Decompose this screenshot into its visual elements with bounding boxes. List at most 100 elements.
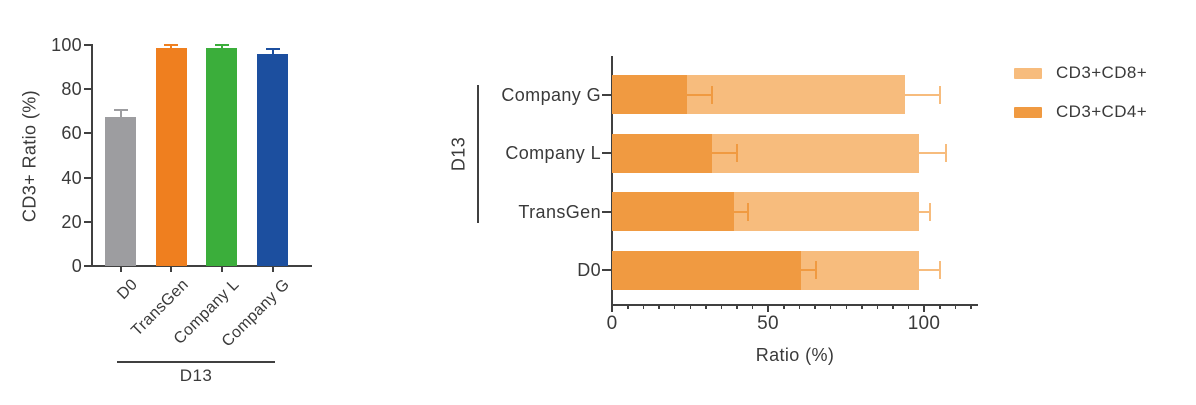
right-y-axis-line — [611, 56, 613, 306]
right-x-axis-title: Ratio (%) — [755, 345, 835, 365]
right-x-major-tick — [767, 304, 769, 312]
right-x-minor-tick — [689, 304, 691, 309]
segment-cd3cd8-d0 — [800, 250, 920, 290]
left-x-tick — [220, 266, 223, 272]
left-x-tick — [170, 266, 172, 272]
segment-cd3cd4-company-g — [612, 75, 687, 114]
error-cap-cd3cd4-d0 — [815, 261, 818, 279]
segment-cd3cd8-transgen — [733, 192, 920, 231]
error-stem-total-d0 — [919, 269, 940, 271]
right-x-minor-tick — [798, 304, 801, 309]
right-x-minor-tick — [814, 304, 816, 309]
right-x-minor-tick — [954, 304, 957, 309]
error-stem-company-g — [271, 49, 274, 54]
left-y-tick — [84, 88, 91, 91]
error-stem-cd3cd4-transgen — [733, 210, 748, 213]
error-cap-cd3cd4-company-g — [710, 85, 713, 104]
error-stem-transgen — [170, 45, 172, 49]
error-stem-cd3cd4-company-l — [711, 152, 737, 154]
left-y-axis-line — [91, 44, 93, 267]
right-x-minor-tick — [907, 304, 910, 309]
right-x-minor-tick — [720, 304, 723, 309]
right-x-minor-tick — [939, 304, 941, 309]
left-x-axis-line — [91, 265, 312, 267]
bar-company-g — [257, 53, 288, 266]
legend-label-cd3cd4: CD3+CD4+ — [1056, 102, 1148, 121]
error-cap-d0 — [113, 109, 128, 112]
left-y-tick — [84, 265, 91, 267]
left-y-tick — [84, 176, 91, 179]
right-x-tick-label: 50 — [757, 313, 779, 334]
error-stem-cd3cd4-company-g — [686, 93, 712, 96]
right-x-minor-tick — [627, 304, 629, 309]
right-category-tick — [602, 152, 611, 154]
error-cap-company-l — [214, 44, 229, 46]
right-x-minor-tick — [892, 304, 894, 309]
right-x-minor-tick — [829, 304, 832, 309]
right-category-label-d0: D0 — [577, 260, 601, 280]
right-group-label: D13 — [448, 136, 469, 172]
error-cap-company-g — [265, 48, 280, 51]
legend-swatch-cd3cd8 — [1014, 67, 1042, 79]
right-x-minor-tick — [658, 304, 660, 309]
segment-cd3cd4-company-l — [612, 133, 712, 173]
right-x-minor-tick — [736, 304, 738, 309]
right-category-label-company-g: Company G — [501, 84, 601, 105]
left-group-bracket-line — [117, 361, 275, 363]
right-x-tick-label: 0 — [606, 313, 618, 334]
left-x-tick — [119, 266, 122, 272]
right-x-minor-tick — [751, 304, 754, 309]
left-y-tick-label: 80 — [61, 79, 82, 100]
legend-item-cd3cd4: CD3+CD4+ — [1014, 101, 1147, 123]
right-category-tick — [602, 210, 611, 213]
segment-cd3cd8-company-l — [711, 133, 920, 173]
left-x-tick — [271, 266, 274, 272]
error-stem-total-transgen — [919, 210, 931, 213]
right-x-minor-tick — [876, 304, 879, 309]
left-y-tick-label: 60 — [61, 123, 82, 144]
error-cap-total-company-l — [944, 144, 947, 162]
right-x-minor-tick — [642, 304, 645, 309]
left-y-tick-label: 40 — [61, 167, 82, 188]
right-category-label-transgen: TransGen — [518, 201, 601, 222]
right-x-major-tick — [611, 304, 613, 312]
left-y-axis-title: CD3+ Ratio (%) — [19, 89, 40, 223]
segment-cd3cd4-transgen — [612, 192, 734, 231]
error-cap-cd3cd4-company-l — [735, 144, 738, 162]
left-y-tick-label: 100 — [51, 35, 82, 55]
error-stem-cd3cd4-d0 — [800, 269, 817, 271]
right-x-minor-tick — [783, 304, 785, 309]
segment-cd3cd8-company-g — [686, 75, 906, 114]
right-x-minor-tick — [705, 304, 707, 309]
right-x-tick-label: 100 — [907, 313, 941, 334]
left-group-label: D13 — [179, 366, 213, 385]
error-cap-total-company-g — [938, 85, 941, 104]
error-stem-d0 — [119, 110, 122, 117]
error-stem-total-company-l — [919, 152, 946, 154]
error-cap-transgen — [164, 44, 178, 46]
bar-d0 — [105, 116, 136, 266]
left-y-tick-label: 0 — [71, 256, 82, 276]
right-category-label-company-l: Company L — [505, 143, 601, 163]
right-x-major-tick — [923, 304, 925, 312]
error-cap-cd3cd4-transgen — [746, 202, 749, 221]
bar-transgen — [155, 48, 187, 266]
legend-item-cd3cd8: CD3+CD8+ — [1014, 62, 1147, 84]
right-x-minor-tick — [970, 304, 972, 309]
error-stem-company-l — [220, 45, 223, 49]
right-category-tick — [602, 93, 611, 96]
legend-swatch-cd3cd4 — [1014, 106, 1042, 118]
right-group-bracket-line — [477, 85, 479, 223]
error-cap-total-d0 — [938, 261, 941, 279]
right-x-minor-tick — [845, 304, 847, 309]
left-y-tick-label: 20 — [61, 211, 82, 232]
left-y-tick — [84, 44, 91, 46]
right-x-axis-line — [611, 304, 978, 306]
bar-company-l — [206, 48, 237, 266]
left-y-tick — [84, 220, 91, 223]
error-cap-total-transgen — [929, 202, 932, 221]
left-category-label-d0: D0 — [114, 276, 142, 303]
right-x-minor-tick — [861, 304, 863, 309]
right-category-tick — [602, 269, 611, 271]
